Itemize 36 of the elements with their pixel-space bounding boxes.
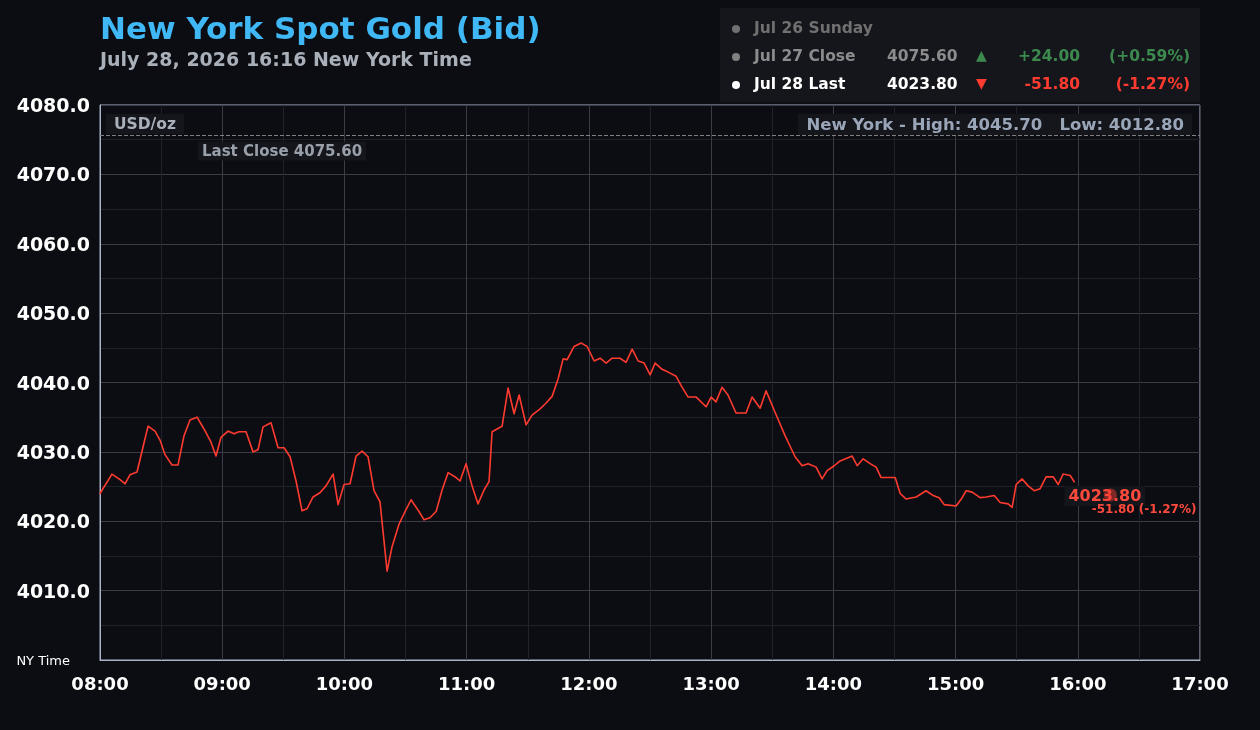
y-tick-label: 4050.0	[16, 302, 90, 325]
y-tick-label: 4020.0	[16, 510, 90, 533]
x-tick-label: 13:00	[682, 672, 740, 694]
text: 4075.60	[887, 47, 958, 65]
x-tick-label: 14:00	[804, 672, 862, 694]
text: 4023.80	[887, 75, 958, 93]
text: +24.00	[1017, 47, 1080, 65]
ref-line-label: Last Close 4075.60	[202, 142, 363, 161]
y-tick-label: 4010.0	[16, 579, 90, 602]
y-tick-label: 4070.0	[16, 163, 90, 186]
text: (-1.27%)	[1115, 75, 1190, 93]
text: ▼	[976, 75, 987, 91]
x-tick-label: 17:00	[1171, 672, 1229, 694]
chart-subtitle: July 28, 2026 16:16 New York Time	[100, 48, 472, 70]
text: Jul 28 Last	[754, 75, 846, 93]
x-axis-title: NY Time	[16, 652, 70, 668]
x-tick-label: 10:00	[315, 672, 374, 694]
x-tick-label: 09:00	[193, 672, 251, 694]
text: -51.80	[1024, 75, 1080, 93]
x-tick-label: 16:00	[1049, 672, 1107, 694]
annotation: New York - High: 4045.70 Low: 4012.80	[798, 114, 1192, 135]
text: (+0.59%)	[1109, 47, 1190, 65]
chart-title: New York Spot Gold (Bid)	[100, 10, 541, 46]
text: Jul 26 Sunday	[754, 19, 873, 37]
y-tick-label: 4080.0	[16, 94, 90, 116]
x-tick-label: 11:00	[438, 672, 496, 694]
annotation: -51.80 (-1.27%)	[1091, 501, 1197, 516]
text: ▲	[976, 47, 987, 63]
x-tick-label: 08:00	[71, 672, 129, 694]
text: Jul 27 Close	[754, 47, 856, 65]
x-tick-label: 12:00	[560, 672, 618, 694]
y-axis-title: USD/oz	[106, 114, 184, 134]
y-tick-label: 4060.0	[16, 232, 90, 255]
x-tick-label: 15:00	[926, 672, 985, 694]
y-tick-label: 4030.0	[16, 440, 90, 463]
y-tick-label: 4040.0	[16, 371, 90, 394]
